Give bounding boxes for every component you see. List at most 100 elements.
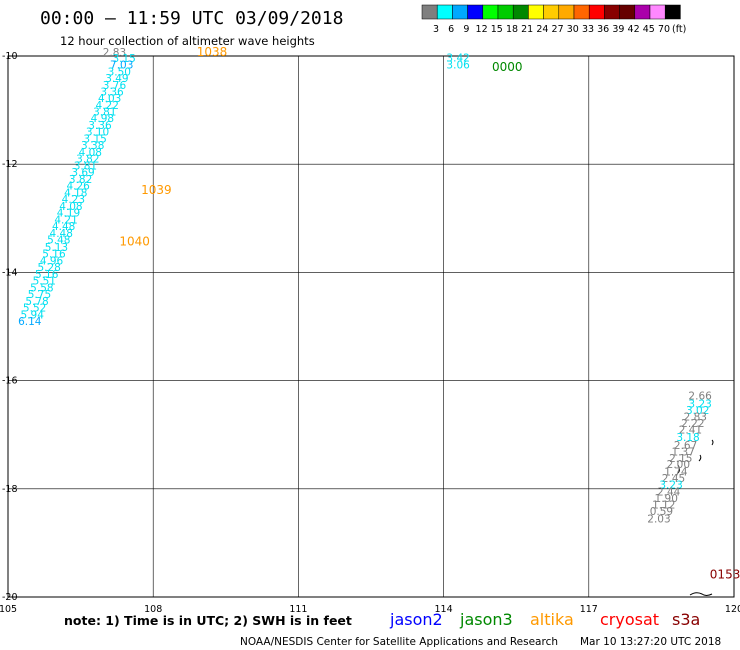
x-tick-label: 117 — [580, 604, 598, 615]
swh-value-label: 4.21 — [54, 215, 77, 227]
colorbar-label: 12 — [476, 24, 488, 35]
y-tick-label: -18 — [2, 484, 18, 495]
swh-value-label: 4.18 — [64, 188, 87, 200]
colorbar-label: 24 — [536, 24, 548, 35]
x-tick-label: 111 — [289, 604, 307, 615]
colorbar-label: (ft) — [672, 24, 686, 35]
swh-value-label: 4.03 — [98, 93, 121, 105]
colorbar-swatch — [467, 4, 484, 20]
footer-note: note: 1) Time is in UTC; 2) SWH is in fe… — [64, 613, 352, 628]
colorbar-swatch — [649, 4, 666, 20]
swh-value-label: 5.16 — [35, 269, 59, 281]
swh-value-label: 5.75 — [28, 289, 51, 301]
y-tick-label: -12 — [2, 159, 18, 170]
colorbar-label: 45 — [643, 24, 655, 35]
colorbar-label: 39 — [612, 24, 624, 35]
swh-value-label: 3.82 — [76, 154, 99, 166]
colorbar-swatch — [619, 4, 636, 20]
swh-value-label: 5.94 — [21, 309, 45, 321]
plot-area: 105 108 111 114 117 120 -10 -12 -14 -16 -18 -20 2.83… — [0, 45, 740, 615]
swh-value-label: 3.81 — [93, 107, 116, 119]
footer-timestamp: Mar 10 13:27:20 UTC 2018 — [580, 636, 721, 648]
colorbar-swatch — [573, 4, 590, 20]
swh-value-label: 3.36 — [100, 86, 124, 98]
swh-value-label: 2.22 — [681, 418, 704, 430]
coastline-fragment — [677, 439, 714, 596]
swh-value-label: 3.23 — [659, 479, 682, 491]
colorbar-label: 15 — [491, 24, 503, 35]
swh-value-label: 3.06 — [446, 59, 470, 71]
swh-value-label: 4.08 — [79, 147, 102, 159]
x-tick-label: 120 — [725, 604, 740, 615]
swh-value-label: 1.74 — [664, 466, 688, 478]
colorbar-swatch — [452, 4, 468, 20]
colorbar-label: 33 — [582, 24, 594, 35]
swh-value-label: 3.38 — [81, 140, 104, 152]
legend-entry-jason2: jason2 — [389, 610, 443, 629]
x-tick-label: 108 — [144, 604, 162, 615]
footer-credit: NOAA/NESDIS Center for Satellite Applica… — [240, 636, 558, 648]
swh-value-label: 4.22 — [96, 100, 119, 112]
colorbar-swatch — [664, 4, 681, 20]
colorbar-swatch — [436, 4, 453, 20]
swh-value-label: 2.03 — [647, 513, 670, 525]
swh-value-label: 4.48 — [50, 228, 73, 240]
swh-value-label: 5.16 — [42, 248, 66, 260]
swh-value-label: 3.49 — [105, 73, 128, 85]
x-tick-label: 105 — [0, 604, 17, 615]
colorbar-swatch — [497, 4, 514, 20]
swh-value-label: 1.90 — [655, 493, 678, 505]
colorbar-swatch — [543, 4, 560, 20]
swh-value-label: 1.37 — [671, 446, 694, 458]
colorbar: 3 6 9 12 15 18 21 24 27 30 33 36 39 42 45 70 (ft) — [421, 4, 686, 35]
colorbar-label: 21 — [521, 24, 533, 35]
swh-value-label: 3.10 — [86, 127, 109, 139]
swh-value-label: 1.12 — [652, 499, 675, 511]
swh-value-label: 5.28 — [37, 262, 60, 274]
colorbar-swatch — [634, 4, 651, 20]
swh-value-label: 3.15 — [112, 53, 135, 65]
swh-value-label: 5.52 — [23, 302, 46, 314]
colorbar-label: 3 — [433, 24, 439, 35]
swh-value-label: 6.14 — [18, 316, 42, 328]
track-time-label: 1040 — [119, 234, 150, 248]
colorbar-swatch — [512, 4, 529, 20]
swh-value-label: 5.13 — [45, 242, 68, 254]
swh-value-label: 3.81 — [74, 161, 97, 173]
legend-entry-jason3: jason3 — [459, 610, 513, 629]
swh-value-label: 3.02 — [686, 405, 709, 417]
chart-subtitle: 12 hour collection of altimeter wave hei… — [60, 34, 315, 48]
swh-value-label: 2.00 — [667, 459, 690, 471]
colorbar-label: 27 — [552, 24, 564, 35]
colorbar-swatch — [558, 4, 575, 20]
swh-value-label: 3.18 — [676, 432, 699, 444]
swh-value-label: 3.76 — [103, 80, 127, 92]
swh-value-label: 0.59 — [650, 506, 673, 518]
swh-value-label: 2.83 — [103, 47, 126, 59]
track-time-label: 1039 — [141, 183, 172, 197]
colorbar-swatch — [482, 4, 499, 20]
swh-value-label: 5.51 — [33, 275, 56, 287]
legend: jason2 jason3 altika cryosat s3a — [389, 610, 700, 629]
colorbar-swatch — [421, 4, 438, 20]
swh-value-label: 4.96 — [40, 255, 64, 267]
swh-value-label: 4.08 — [59, 201, 82, 213]
swh-value-label: 2.83 — [684, 412, 707, 424]
swh-value-label: 7.03 — [110, 59, 133, 71]
swh-value-label: 4.48 — [52, 221, 75, 233]
swh-value-label: 3.42 — [446, 52, 469, 64]
colorbar-label: 70 — [658, 24, 670, 35]
y-tick-label: -10 — [2, 51, 18, 62]
swh-value-label: 3.69 — [71, 167, 94, 179]
swh-value-label: 5.48 — [47, 235, 70, 247]
colorbar-label: 42 — [628, 24, 640, 35]
track-time-label: 0000 — [492, 60, 523, 74]
swh-value-label: 4.19 — [57, 208, 80, 220]
colorbar-label: 18 — [506, 24, 518, 35]
swh-value-label: 5.78 — [25, 296, 48, 308]
legend-entry-cryosat: cryosat — [600, 610, 659, 629]
swh-value-label: 4.98 — [91, 113, 114, 125]
y-tick-label: -20 — [2, 592, 18, 603]
plot-frame — [7, 55, 735, 598]
